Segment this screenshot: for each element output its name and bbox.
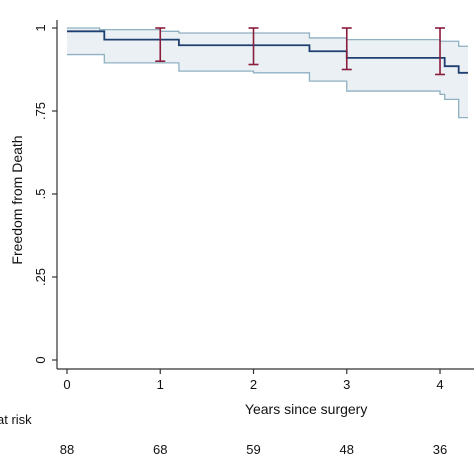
survival-lines [67,27,468,119]
x-tick-label: 0 [63,377,70,392]
at-risk-count: 59 [246,442,260,457]
x-tick-label: 3 [343,377,350,392]
at-risk-count: 48 [340,442,354,457]
lower-ci-line [67,53,468,119]
y-tick-label: 0 [33,356,48,363]
x-tick-label: 4 [436,377,443,392]
at-risk-count: 88 [60,442,74,457]
y-axis-title: Freedom from Death [9,135,25,264]
x-tick-label: 2 [250,377,257,392]
at-risk-counts: 88 68 59 48 36 [60,442,447,457]
y-tick-label: 1 [33,24,48,31]
x-tick-label: 1 [157,377,164,392]
upper-ci-line [67,27,468,47]
at-risk-count: 36 [433,442,447,457]
x-axis-title: Years since surgery [245,401,367,417]
y-tick-label: .25 [33,268,48,286]
y-tick-label: .75 [33,102,48,120]
x-axis-ticks: 0 1 2 3 4 [63,369,444,392]
error-bars [155,27,446,76]
at-risk-count: 68 [153,442,167,457]
survival-estimate-line [67,30,468,74]
at-risk-label: at risk [0,412,32,427]
y-axis-ticks: 0 .25 .5 .75 1 [33,24,57,364]
y-tick-label: .5 [33,189,48,200]
